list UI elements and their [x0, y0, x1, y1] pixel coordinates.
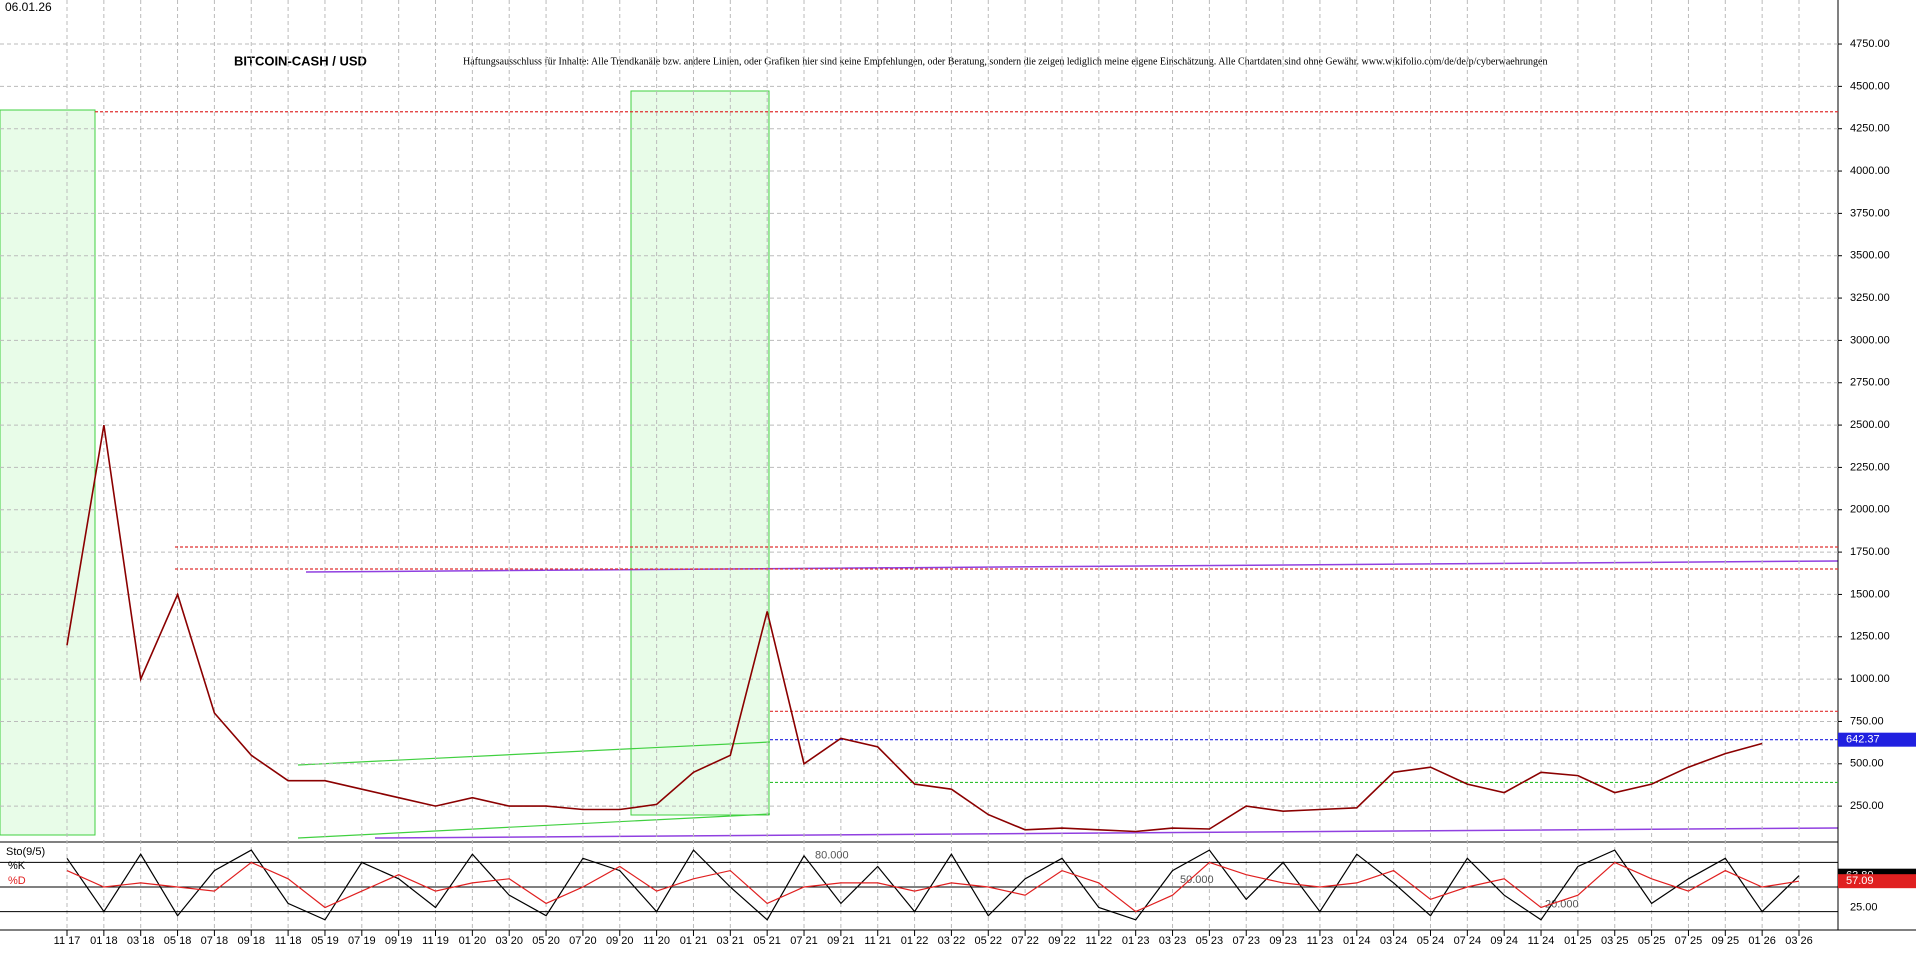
- x-tick-label: 05 25: [1638, 935, 1666, 947]
- x-tick-label: 09 20: [606, 935, 634, 947]
- y-tick-label: 1250.00: [1850, 631, 1890, 643]
- x-tick-label: 01 24: [1343, 935, 1371, 947]
- x-tick-label: 11 22: [1085, 935, 1112, 947]
- x-tick-label: 07 18: [201, 935, 229, 947]
- x-tick-label: 09 23: [1269, 935, 1297, 947]
- y-tick-label: 1750.00: [1850, 546, 1890, 558]
- stochastic-title: Sto(9/5): [6, 846, 45, 858]
- y-tick-label: 2250.00: [1850, 461, 1890, 473]
- x-tick-label: 05 23: [1196, 935, 1224, 947]
- x-tick-label: 09 19: [385, 935, 413, 947]
- x-tick-label: 03 20: [495, 935, 523, 947]
- trend-line: [297, 813, 771, 839]
- x-tick-label: 01 26: [1748, 935, 1776, 947]
- x-tick-label: 03 22: [938, 935, 966, 947]
- stoch-tag-label: 57.09: [1846, 875, 1874, 887]
- x-tick-label: 05 24: [1417, 935, 1445, 947]
- x-tick-label: 09 21: [827, 935, 855, 947]
- y-tick-label: 3250.00: [1850, 292, 1890, 304]
- date: 06.01.26: [5, 0, 52, 14]
- y-tick-label: 1500.00: [1850, 588, 1890, 600]
- x-tick-label: 05 19: [311, 935, 339, 947]
- y-tick-label: 1000.00: [1850, 673, 1890, 685]
- x-tick-label: 11 19: [422, 935, 449, 947]
- y-tick-label: 750.00: [1850, 715, 1884, 727]
- trend-line: [297, 741, 771, 766]
- y-tick-label: 4000.00: [1850, 165, 1890, 177]
- x-tick-label: 09 18: [237, 935, 265, 947]
- highlight-box: [0, 109, 96, 836]
- x-tick-label: 07 20: [569, 935, 597, 947]
- x-tick-label: 09 25: [1712, 935, 1740, 947]
- x-tick-label: 09 24: [1490, 935, 1518, 947]
- x-tick-label: 11 23: [1307, 935, 1334, 947]
- y-tick-label: 3750.00: [1850, 207, 1890, 219]
- price-tag: [1838, 732, 1916, 747]
- stoch-tag: [1838, 874, 1916, 889]
- x-tick-label: 07 22: [1011, 935, 1039, 947]
- price-line: [66, 424, 1763, 833]
- y-tick-label: 3500.00: [1850, 250, 1890, 262]
- x-tick-label: 07 21: [790, 935, 818, 947]
- y-tick-label: 4500.00: [1850, 80, 1890, 92]
- x-tick-label: 01 21: [680, 935, 708, 947]
- x-tick-label: 11 20: [643, 935, 670, 947]
- x-tick-label: 01 25: [1564, 935, 1592, 947]
- x-tick-label: 03 21: [717, 935, 745, 947]
- y-tick-label: 250.00: [1850, 800, 1884, 812]
- stoch-line: [66, 849, 1800, 921]
- x-tick-label: 05 18: [164, 935, 192, 947]
- x-tick-label: 01 22: [901, 935, 929, 947]
- x-tick-label: 11 24: [1528, 935, 1555, 947]
- chart-title: BITCOIN-CASH / USD: [234, 53, 367, 68]
- trend-line: [305, 560, 1839, 573]
- y-tick-label: 2500.00: [1850, 419, 1890, 431]
- stoch-level-label: 50.000: [1180, 874, 1214, 886]
- trend-line: [374, 827, 1839, 839]
- y-tick-label: 2750.00: [1850, 377, 1890, 389]
- y-tick-label: 25.00: [1850, 901, 1878, 913]
- x-tick-label: 01 20: [459, 935, 487, 947]
- x-tick-label: 07 24: [1454, 935, 1482, 947]
- x-tick-label: 01 18: [90, 935, 118, 947]
- x-tick-label: 05 20: [532, 935, 560, 947]
- price-tag-label: 642.37: [1846, 734, 1880, 746]
- x-tick-label: 05 21: [753, 935, 781, 947]
- x-tick-label: 07 25: [1675, 935, 1703, 947]
- x-tick-label: 07 23: [1232, 935, 1260, 947]
- stoch-level-label: 80.000: [815, 849, 849, 861]
- x-tick-label: 03 18: [127, 935, 155, 947]
- legend-label: %D: [8, 875, 26, 887]
- y-tick-label: 500.00: [1850, 758, 1884, 770]
- x-tick-label: 01 23: [1122, 935, 1150, 947]
- x-tick-label: 03 26: [1785, 935, 1813, 947]
- x-tick-label: 03 23: [1159, 935, 1187, 947]
- x-tick-label: 05 22: [975, 935, 1003, 947]
- y-tick-label: 2000.00: [1850, 504, 1890, 516]
- y-tick-label: 4750.00: [1850, 38, 1890, 50]
- stoch-line: [66, 861, 1800, 913]
- x-tick-label: 11 17: [54, 935, 81, 947]
- y-tick-label: 3000.00: [1850, 334, 1890, 346]
- highlight-box: [630, 90, 770, 816]
- legend-label: %K: [8, 860, 26, 872]
- disclaimer: Haftungsausschluss für Inhalte: Alle Tre…: [463, 56, 1548, 67]
- x-tick-label: 07 19: [348, 935, 376, 947]
- y-tick-label: 4250.00: [1850, 123, 1890, 135]
- x-tick-label: 03 25: [1601, 935, 1629, 947]
- x-tick-label: 11 18: [275, 935, 302, 947]
- x-tick-label: 03 24: [1380, 935, 1408, 947]
- x-tick-label: 09 22: [1048, 935, 1076, 947]
- x-tick-label: 11 21: [864, 935, 891, 947]
